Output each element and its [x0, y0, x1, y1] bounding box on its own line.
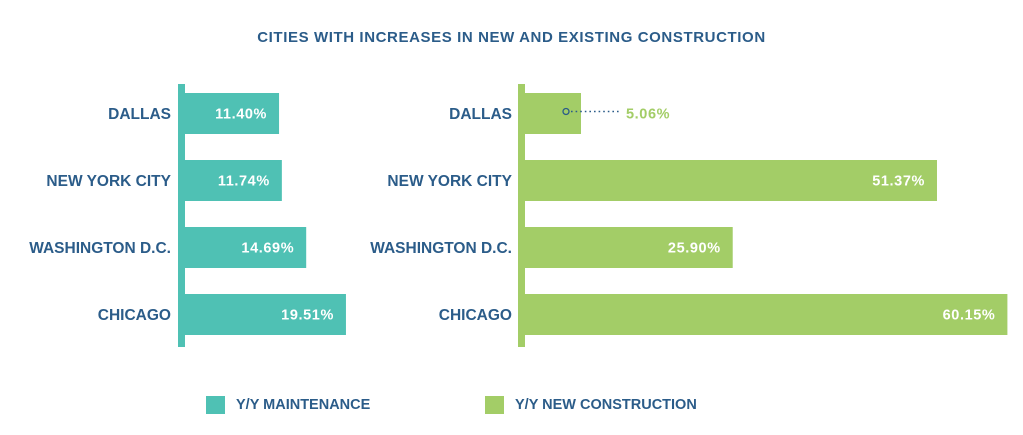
- maintenance-panel: DALLAS 11.40% NEW YORK CITY 11.74% WASHINGTO…: [29, 84, 346, 347]
- new-construction-bar: [525, 227, 733, 268]
- new-construction-value-label: 5.06%: [626, 107, 670, 123]
- maintenance-category-label: NEW YORK CITY: [46, 173, 171, 190]
- maintenance-value-label: 14.69%: [241, 241, 294, 257]
- maintenance-category-label: DALLAS: [108, 106, 171, 123]
- new-construction-category-label: NEW YORK CITY: [387, 173, 512, 190]
- legend-label-maintenance: Y/Y MAINTENANCE: [236, 397, 371, 413]
- legend-swatch-maintenance: [206, 396, 225, 414]
- maintenance-category-label: CHICAGO: [98, 307, 171, 324]
- new-construction-value-label: 25.90%: [668, 241, 721, 257]
- new-construction-bar: [525, 160, 937, 201]
- legend-item-new-construction: Y/Y NEW CONSTRUCTION: [485, 396, 697, 414]
- maintenance-bar: [185, 93, 280, 134]
- legend-item-maintenance: Y/Y MAINTENANCE: [206, 396, 370, 414]
- maintenance-value-label: 11.74%: [218, 174, 270, 190]
- new-construction-value-label: 60.15%: [943, 308, 996, 324]
- maintenance-axis: [178, 84, 185, 347]
- new-construction-bar: [525, 294, 1008, 335]
- maintenance-value-label: 11.40%: [215, 107, 267, 123]
- new-construction-category-label: WASHINGTON D.C.: [370, 240, 512, 257]
- legend-label-new-construction: Y/Y NEW CONSTRUCTION: [515, 397, 697, 413]
- maintenance-category-label: WASHINGTON D.C.: [29, 240, 171, 257]
- new-construction-panel: DALLAS 5.06% NEW YORK CITY 51.37% WASHINGTON…: [370, 84, 1008, 347]
- maintenance-bar: [185, 227, 307, 268]
- new-construction-bar: [525, 93, 581, 134]
- legend-swatch-new-construction: [485, 396, 504, 414]
- new-construction-value-label: 51.37%: [872, 174, 925, 190]
- maintenance-value-label: 19.51%: [281, 308, 334, 324]
- callout-marker: [562, 107, 570, 116]
- new-construction-category-label: CHICAGO: [439, 307, 512, 324]
- maintenance-bar: [185, 160, 282, 201]
- new-construction-axis: [518, 84, 525, 347]
- maintenance-bar: [185, 294, 346, 335]
- chart-title: CITIES WITH INCREASES IN NEW AND EXISTIN…: [257, 29, 766, 46]
- new-construction-category-label: DALLAS: [449, 106, 512, 123]
